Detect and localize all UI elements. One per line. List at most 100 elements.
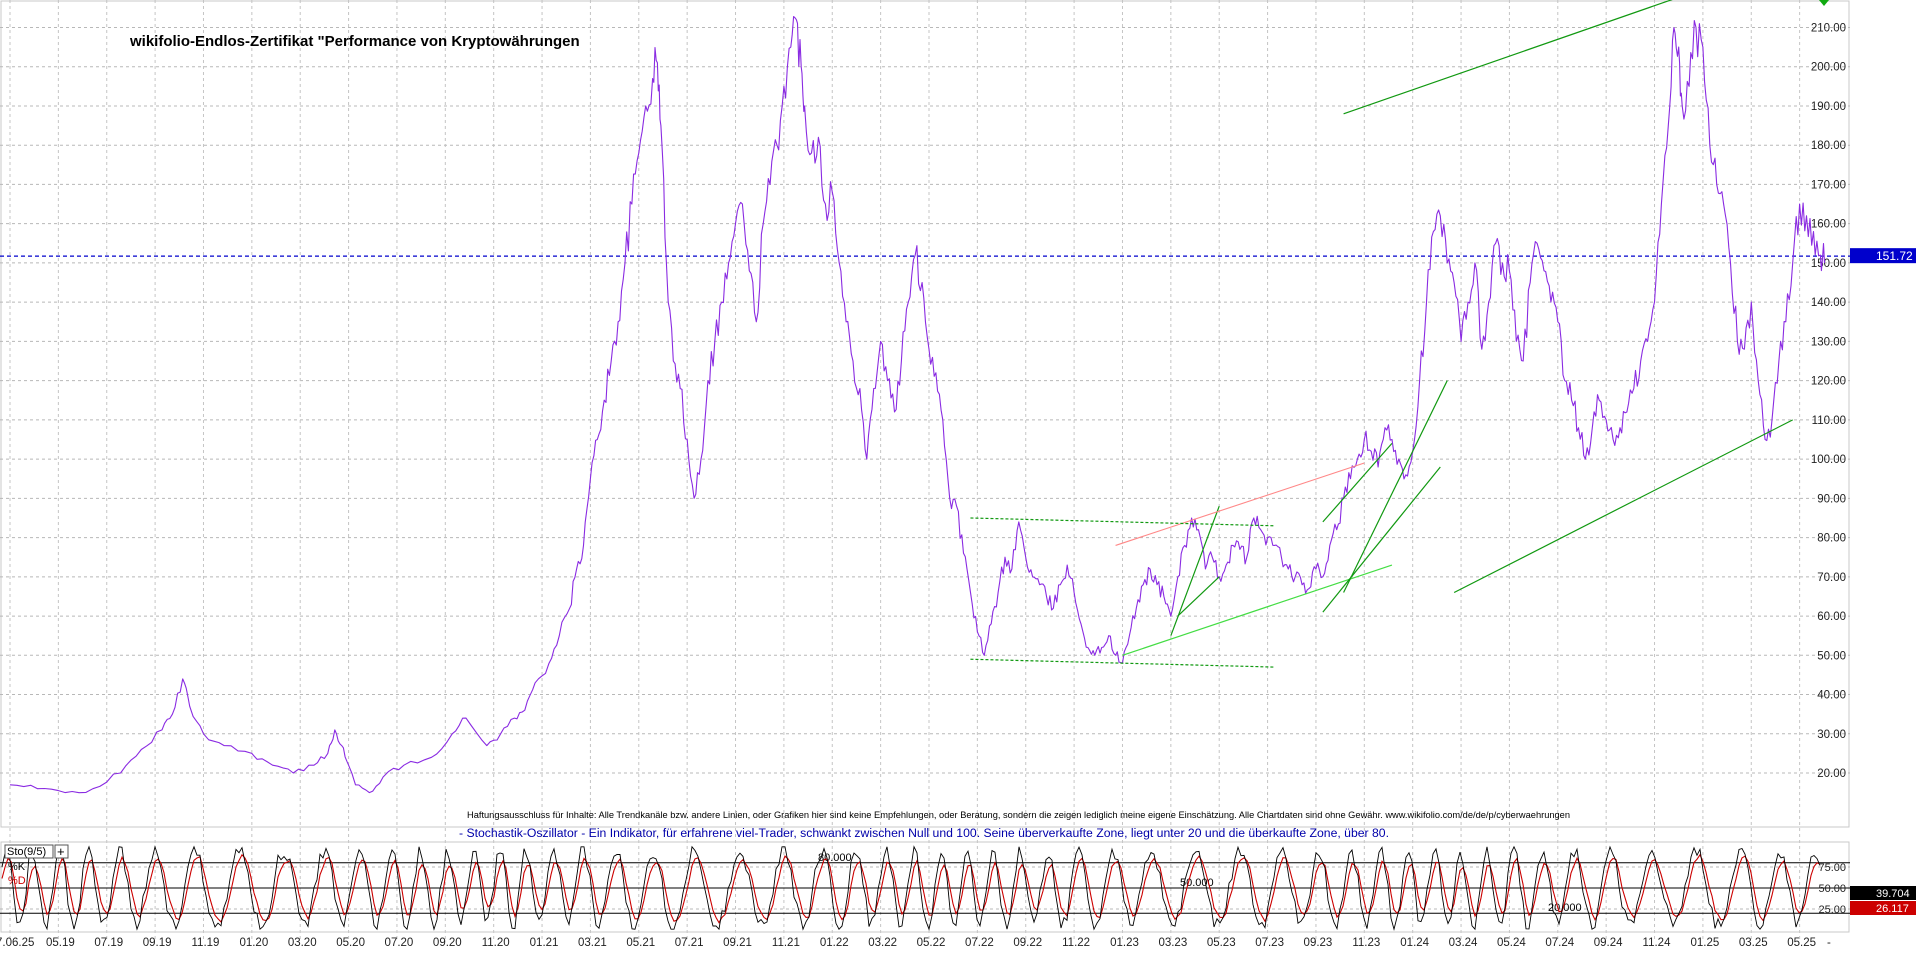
date-tick-label: 03.22 (868, 937, 897, 948)
trend-line (1343, 0, 1673, 115)
oscillator-d-line (1, 853, 1821, 924)
trend-line (1322, 443, 1393, 523)
price-tick-label: 80.00 (1817, 533, 1846, 545)
trend-line (1453, 419, 1793, 594)
date-tick-label: 07.24 (1545, 937, 1574, 948)
date-tick-label: 05.20 (336, 937, 365, 948)
date-tick-label: 09.21 (723, 937, 752, 948)
price-tick-label: 90.00 (1817, 493, 1846, 505)
price-tick-label: 40.00 (1817, 690, 1846, 702)
price-tick-label: 50.00 (1817, 650, 1846, 662)
date-tick-label: 01.22 (820, 937, 849, 948)
price-tick-label: 200.00 (1811, 62, 1846, 74)
date-tick-label: 05.22 (917, 937, 946, 948)
date-tick-label: 03.20 (288, 937, 317, 948)
trend-line (1322, 466, 1441, 613)
date-tick-label: 09.20 (433, 937, 462, 948)
last-price-badge (1850, 248, 1916, 264)
oscillator-axis-label: 50.00 (1818, 883, 1846, 895)
price-tick-label: 170.00 (1811, 179, 1846, 191)
date-tick-label: 05.24 (1497, 937, 1526, 948)
date-tick-label: 01.20 (239, 937, 268, 948)
date-tick-label: 27.06.25 (0, 937, 34, 948)
price-tick-label: 210.00 (1811, 22, 1846, 34)
oscillator-panel (0, 841, 1850, 933)
d-value: 26.117 (1876, 903, 1909, 915)
oscillator-expand-button[interactable] (54, 844, 69, 859)
oscillator-name: Sto(9/5) (7, 846, 46, 858)
price-tick-label: 70.00 (1817, 572, 1846, 584)
price-gridlines (0, 26, 1850, 774)
date-tick-label: 07.20 (385, 937, 414, 948)
date-tick-label: 03.21 (578, 937, 607, 948)
price-axis: 20.00 30.00 40.00 50.00 60.00 70.00 80.00 90.00… (1811, 22, 1846, 780)
price-tick-label: 100.00 (1811, 454, 1846, 466)
d-value-badge (1850, 901, 1916, 915)
date-tick-label: 01.23 (1110, 937, 1139, 948)
date-tick-label: 11.23 (1352, 937, 1380, 948)
date-tick-label: 11.20 (482, 937, 510, 948)
main-plot-border (0, 0, 1850, 828)
date-tick-label: 05.25 (1787, 937, 1816, 948)
trend-line (1177, 576, 1220, 617)
oscillator-name-box (4, 844, 54, 859)
price-tick-label: 20.00 (1817, 768, 1846, 780)
date-tick-label: 03.23 (1158, 937, 1187, 948)
date-tick-label: 11.22 (1062, 937, 1090, 948)
date-tick-label: 03.25 (1739, 937, 1768, 948)
oscillator-level-label: 50.000 (1180, 877, 1214, 889)
price-tick-label: 160.00 (1811, 219, 1846, 231)
date-tick-label: 03.24 (1449, 937, 1478, 948)
trend-line (1343, 380, 1448, 593)
date-tick-label: 09.24 (1594, 937, 1623, 948)
k-value-badge (1850, 886, 1916, 900)
price-tick-label: 110.00 (1812, 415, 1846, 427)
resistance-line (1115, 462, 1365, 546)
price-tick-label: 120.00 (1811, 376, 1846, 388)
date-tick-label: 11.19 (192, 937, 220, 948)
date-tick-label: 05.19 (46, 937, 75, 948)
price-tick-label: 190.00 (1811, 101, 1846, 113)
date-tick-label: 05.23 (1207, 937, 1236, 948)
date-tick-label: 01.21 (530, 937, 559, 948)
date-tick-label: 09.19 (143, 937, 172, 948)
oscillator-axis-label: 25.00 (1818, 904, 1846, 916)
price-tick-label: 140.00 (1811, 297, 1846, 309)
trend-line (1170, 505, 1220, 636)
plus-icon: + (57, 844, 65, 859)
date-tick-label: 09.22 (1013, 937, 1042, 948)
date-tick-label: 01.25 (1691, 937, 1720, 948)
date-tick-label: 07.19 (94, 937, 123, 948)
date-tick-label: 11.21 (772, 937, 800, 948)
date-tick-label: 05.21 (626, 937, 655, 948)
date-tick-label: 07.22 (965, 937, 994, 948)
price-tick-label: 180.00 (1811, 140, 1846, 152)
date-tick-label: 09.23 (1304, 937, 1333, 948)
dashed-channel-line (970, 658, 1275, 668)
last-price-label: 151.72 (1876, 249, 1913, 263)
date-axis-end-dash: - (1827, 937, 1831, 948)
date-tick-label: 07.23 (1255, 937, 1284, 948)
date-tick-label: 11.24 (1643, 937, 1672, 948)
oscillator-axis-label: 75.00 (1818, 862, 1846, 874)
k-value: 39.704 (1876, 888, 1910, 900)
chart-title: wikifolio-Endlos-Zertifikat "Performance… (129, 33, 580, 50)
oscillator-level-label: 20.000 (1548, 902, 1582, 914)
indicator-note: - Stochastik-Oszillator - Ein Indikator,… (459, 828, 1389, 840)
date-tick-label: 07.21 (675, 937, 704, 948)
oscillator-axis: 75.00 50.00 25.00 (1818, 862, 1846, 916)
date-gridlines (9, 0, 1801, 940)
date-tick-label: 01.24 (1400, 937, 1429, 948)
oscillator-lines (1, 845, 1821, 931)
price-line-series (9, 15, 1826, 794)
price-tick-label: 130.00 (1811, 336, 1846, 348)
price-series (9, 15, 1826, 794)
trend-line (1122, 564, 1393, 656)
date-axis: 27.06.25 05.19 07.19 09.19 11.19 01.20 03.20 05… (0, 937, 1831, 949)
price-tick-label: 30.00 (1817, 729, 1846, 741)
top-right-marker-icon (1819, 0, 1829, 6)
price-tick-label: 150.00 (1811, 258, 1846, 270)
